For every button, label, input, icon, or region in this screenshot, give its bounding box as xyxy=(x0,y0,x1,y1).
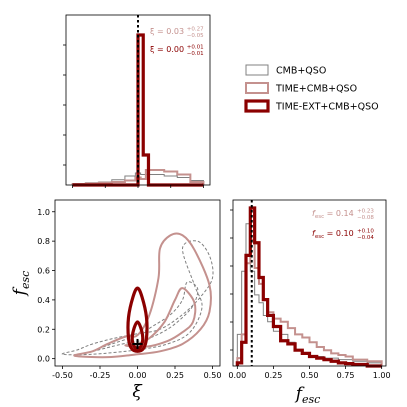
fesc-ext-annotation: fesc = 0.10 +0.10 −0.04 xyxy=(312,229,374,242)
fesc-histogram-marks xyxy=(235,200,383,368)
contour-time-ext-cmb-qso-outer xyxy=(126,286,149,353)
xi-marginal-ticks xyxy=(63,44,204,188)
contour-xtick-label: -0.50 xyxy=(52,371,73,380)
contour-xtick-label: 0.50 xyxy=(204,371,222,380)
fesc-xtick-label: 0.75 xyxy=(337,371,355,380)
legend-label-time-cmb-qso: TIME+CMB+QSO xyxy=(275,84,357,95)
fesc-marginal-panel: 0.00 0.25 0.50 0.75 1.00 fesc = 0.14 +0.23 −0.… xyxy=(228,199,391,406)
contour-time-cmb-qso-inner xyxy=(124,287,197,349)
legend-swatch-time-cmb-qso xyxy=(245,82,269,94)
xi-marginal-panel: ξ = 0.03 +0.27 −0.05 ξ = 0.00 +0.01 −0.01 xyxy=(63,14,211,188)
contour-ytick-label: 0.4 xyxy=(37,296,50,305)
xi-histogram-marks xyxy=(71,15,205,187)
legend-swatch-time-ext-cmb-qso xyxy=(244,99,270,113)
contour-xtick-label: -0.25 xyxy=(90,371,111,380)
contour-xtick-label: 0.00 xyxy=(129,371,147,380)
fesc-xtick-label: 0.00 xyxy=(228,371,246,380)
fesc-xtick-label: 0.50 xyxy=(301,371,319,380)
legend-swatch-cmb-qso xyxy=(245,64,269,76)
contour-ytick-label: 0.0 xyxy=(37,355,50,364)
contour-panel: -0.50 -0.25 0.00 0.25 0.50 0.0 0.2 0.4 0.6 0.8 1.0… xyxy=(10,199,221,402)
fesc-marginal-ticks: 0.00 0.25 0.50 0.75 1.00 xyxy=(228,209,391,380)
fesc-xtick-label: 0.25 xyxy=(265,371,283,380)
xi-ext-annotation: ξ = 0.00 +0.01 −0.01 xyxy=(150,45,204,58)
x-axis-label-fesc: fesc xyxy=(294,384,321,406)
legend: CMB+QSO TIME+CMB+QSO TIME-EXT+CMB+QSO xyxy=(244,64,379,113)
legend-label-time-ext-cmb-qso: TIME-EXT+CMB+QSO xyxy=(275,102,379,113)
x-axis-label-xi: ξ xyxy=(132,382,143,402)
contour-ytick-label: 0.8 xyxy=(37,237,50,246)
contour-ytick-label: 1.0 xyxy=(37,208,50,217)
contour-marks xyxy=(61,232,214,359)
fesc-xtick-label: 1.00 xyxy=(373,371,391,380)
legend-label-cmb-qso: CMB+QSO xyxy=(276,66,326,77)
y-axis-label-fesc: fesc xyxy=(10,271,32,298)
contour-ticks: -0.50 -0.25 0.00 0.25 0.50 0.0 0.2 0.4 0.6 0.8 1.0 xyxy=(37,208,221,380)
fesc-time-annotation: fesc = 0.14 +0.23 −0.08 xyxy=(312,209,374,222)
contour-time-cmb-qso-outer xyxy=(73,232,212,359)
xi-time-annotation: ξ = 0.03 +0.27 −0.05 xyxy=(150,27,204,40)
contour-cmb-qso-outer xyxy=(61,240,214,356)
fesc-hist-time-ext-cmb-qso xyxy=(235,206,382,368)
contour-xtick-label: 0.25 xyxy=(166,371,184,380)
contour-ytick-label: 0.6 xyxy=(37,267,50,276)
contour-ytick-label: 0.2 xyxy=(37,325,50,334)
